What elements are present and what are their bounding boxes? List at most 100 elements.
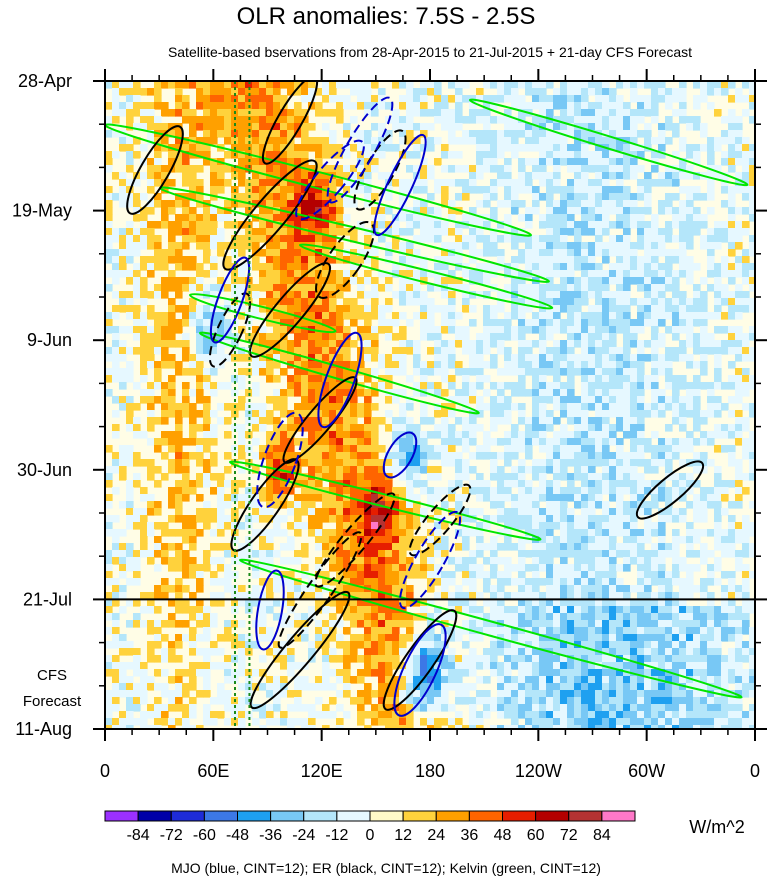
heat-cell <box>350 452 358 460</box>
heat-cell <box>588 382 596 390</box>
heat-cell <box>378 515 386 523</box>
heat-cell <box>252 508 260 516</box>
heat-cell <box>700 361 708 369</box>
heat-cell <box>672 382 680 390</box>
heat-cell <box>133 424 141 432</box>
heat-cell <box>371 515 379 523</box>
heat-cell <box>287 116 295 124</box>
heat-cell <box>252 361 260 369</box>
heat-cell <box>707 564 715 572</box>
heat-cell <box>336 424 344 432</box>
heat-cell <box>273 403 281 411</box>
heat-cell <box>434 410 442 418</box>
heat-cell <box>455 123 463 131</box>
heat-cell <box>385 578 393 586</box>
heat-cell <box>119 298 127 306</box>
heat-cell <box>238 102 246 110</box>
heat-cell <box>735 522 743 530</box>
heat-cell <box>630 445 638 453</box>
heat-cell <box>175 466 183 474</box>
heat-cell <box>693 361 701 369</box>
heat-cell <box>119 543 127 551</box>
heat-cell <box>686 263 694 271</box>
heat-cell <box>567 214 575 222</box>
heat-cell <box>315 354 323 362</box>
heat-cell <box>182 382 190 390</box>
heat-cell <box>203 522 211 530</box>
heat-cell <box>133 277 141 285</box>
heat-cell <box>266 137 274 145</box>
heat-cell <box>224 417 232 425</box>
heat-cell <box>378 123 386 131</box>
heat-cell <box>189 515 197 523</box>
heat-cell <box>196 480 204 488</box>
heat-cell <box>602 249 610 257</box>
heat-cell <box>546 487 554 495</box>
heat-cell <box>175 480 183 488</box>
heat-cell <box>532 557 540 565</box>
heat-cell <box>294 494 302 502</box>
heat-cell <box>189 354 197 362</box>
heat-cell <box>399 557 407 565</box>
heat-cell <box>343 102 351 110</box>
heat-cell <box>623 186 631 194</box>
heat-cell <box>616 550 624 558</box>
heat-cell <box>518 438 526 446</box>
heat-cell <box>714 501 722 509</box>
heat-cell <box>168 235 176 243</box>
heat-cell <box>238 144 246 152</box>
heat-cell <box>259 564 267 572</box>
heat-cell <box>203 347 211 355</box>
heat-cell <box>553 543 561 551</box>
heat-cell <box>546 466 554 474</box>
heat-cell <box>700 417 708 425</box>
heat-cell <box>385 221 393 229</box>
heat-cell <box>392 424 400 432</box>
heat-cell <box>560 452 568 460</box>
heat-cell <box>147 235 155 243</box>
heat-cell <box>630 221 638 229</box>
heat-cell <box>616 466 624 474</box>
heat-cell <box>189 172 197 180</box>
heat-cell <box>651 368 659 376</box>
heat-cell <box>217 529 225 537</box>
heat-cell <box>686 228 694 236</box>
heat-cell <box>168 305 176 313</box>
heat-cell <box>721 494 729 502</box>
heat-cell <box>749 144 755 152</box>
heat-cell <box>574 298 582 306</box>
heat-cell <box>266 536 274 544</box>
heat-cell <box>546 424 554 432</box>
heat-cell <box>364 270 372 278</box>
heat-cell <box>392 389 400 397</box>
heat-cell <box>350 235 358 243</box>
heat-cell <box>238 242 246 250</box>
heat-cell <box>602 256 610 264</box>
heat-cell <box>525 256 533 264</box>
heat-cell <box>693 396 701 404</box>
heat-cell <box>532 396 540 404</box>
heat-cell <box>623 172 631 180</box>
heat-cell <box>616 95 624 103</box>
heat-cell <box>217 333 225 341</box>
heat-cell <box>154 382 162 390</box>
heat-cell <box>336 438 344 446</box>
heat-cell <box>315 389 323 397</box>
heat-cell <box>574 543 582 551</box>
heat-cell <box>595 340 603 348</box>
heat-cell <box>679 186 687 194</box>
heat-cell <box>749 172 755 180</box>
heat-cell <box>154 165 162 173</box>
heat-cell <box>658 249 666 257</box>
heat-cell <box>581 95 589 103</box>
heat-cell <box>742 305 750 313</box>
heat-cell <box>665 403 673 411</box>
heat-cell <box>112 550 120 558</box>
heat-cell <box>609 312 617 320</box>
heat-cell <box>140 326 148 334</box>
heat-cell <box>413 459 421 467</box>
heat-cell <box>280 116 288 124</box>
heat-cell <box>735 389 743 397</box>
heat-cell <box>539 165 547 173</box>
